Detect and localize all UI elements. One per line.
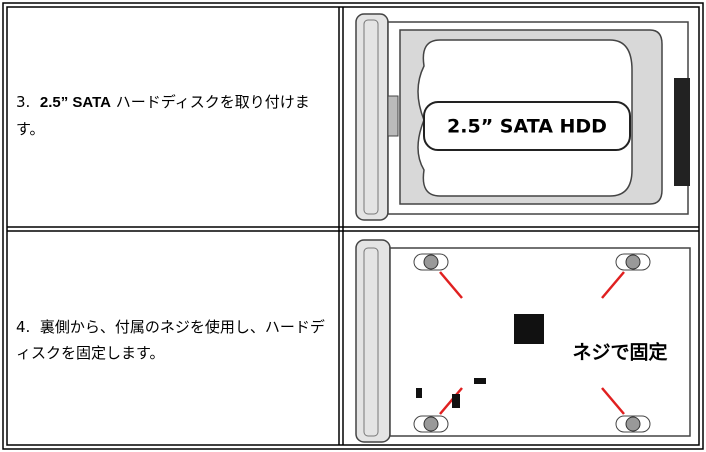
step-body: 裏側から、付属のネジを使用し、ハードディスクを固定します。: [16, 318, 325, 362]
step-body: ハードディスクを取り付けます。: [16, 93, 310, 138]
image-label: 2.5” SATA HDD: [447, 116, 607, 138]
step-bold: 2.5” SATA: [39, 94, 111, 111]
step-number: 4.: [16, 318, 31, 336]
step-text: 4. 裏側から、付属のネジを使用し、ハードディスクを固定します。: [16, 314, 334, 366]
image-label: ネジで固定: [572, 341, 667, 364]
step-text: 3. 2.5” SATA ハードディスクを取り付けます。: [16, 89, 334, 142]
hdd-illustration: 2.5” SATA HDD: [355, 13, 690, 221]
step-number: 3.: [16, 93, 31, 111]
screw-illustration: ネジで固定: [355, 239, 691, 443]
